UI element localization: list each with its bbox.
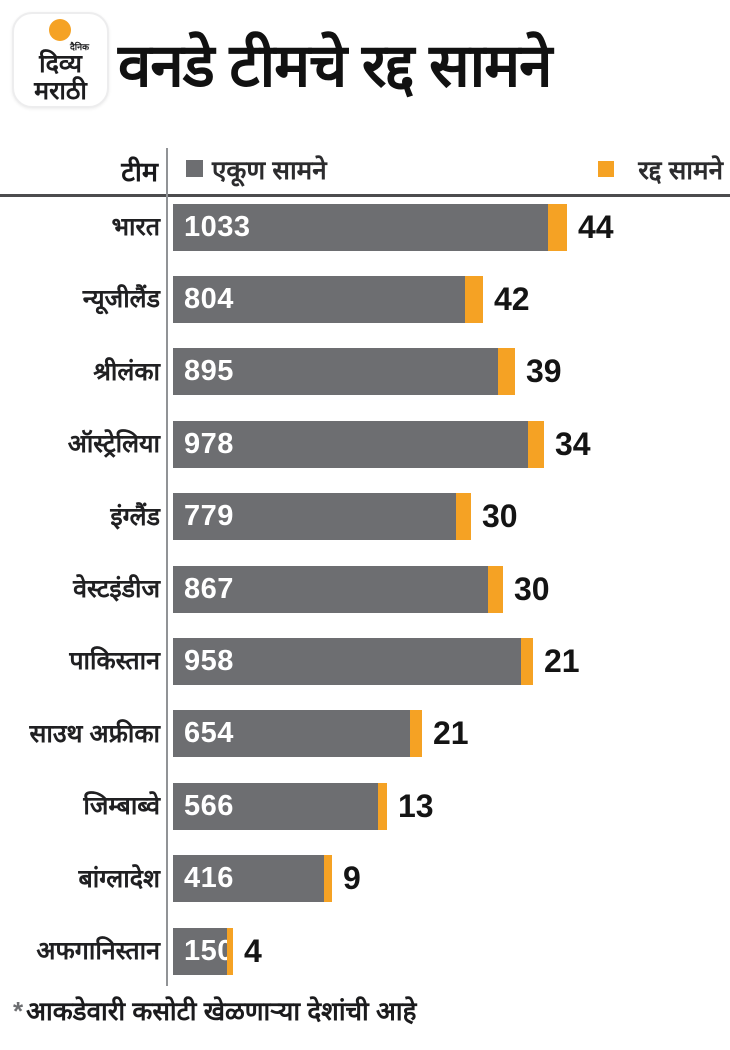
logo-tagline: दैनिक [69,42,89,52]
bar-group: 1033 [173,203,567,251]
team-label: अफगानिस्तान [36,936,160,965]
chart-row: बांग्लादेश 416 9 [0,843,730,915]
total-value: 1033 [184,210,251,243]
cancelled-bar [521,638,533,686]
chart-row: साउथ अफ्रीका 654 21 [0,698,730,770]
page-title: वनडे टीमचे रद्द सामने [118,32,552,99]
total-value: 416 [184,862,234,895]
team-label: भारत [111,213,160,242]
cancelled-value: 30 [514,570,550,607]
cancelled-value: 21 [544,643,580,680]
cancelled-value: 21 [433,715,469,752]
team-label: जिम्बाब्वे [83,792,160,821]
brand-logo: दैनिक दिव्य मराठी [12,12,109,108]
bar-group: 867 [173,565,503,613]
chart-row: न्यूजीलैंड 804 42 [0,263,730,335]
logo-sun-icon [49,19,71,41]
cancelled-bar [488,565,503,613]
total-value: 867 [184,572,234,605]
bar-group: 895 [173,348,515,396]
cancelled-value: 39 [526,353,562,390]
total-value: 804 [184,283,234,316]
total-bar: 1033 [173,203,548,251]
team-label: वेस्टइंडीज [73,575,160,604]
total-bar: 867 [173,565,488,613]
total-bar: 958 [173,638,521,686]
chart-row: अफगानिस्तान 150 4 [0,915,730,987]
cancelled-value: 44 [578,208,614,245]
total-bar: 416 [173,855,324,903]
bar-group: 654 [173,710,422,758]
header-rule [0,194,730,197]
total-value: 779 [184,500,234,533]
chart-row: जिम्बाब्वे 566 13 [0,770,730,842]
cancelled-bar [324,855,332,903]
chart-row: ऑस्ट्रेलिया 978 34 [0,408,730,480]
total-value: 958 [184,645,234,678]
chart-row: वेस्टइंडीज 867 30 [0,553,730,625]
legend-label-cancelled: रद्द सामने [638,155,723,185]
cancelled-value: 30 [482,498,518,535]
cancelled-bar [498,348,515,396]
cancelled-bar [378,782,387,830]
bar-group: 978 [173,420,544,468]
total-bar: 978 [173,420,528,468]
bar-chart: भारत 1033 44 न्यूजीलैंड 804 42 श्रीलंका [0,191,730,987]
footnote: * आकडेवारी कसोटी खेळणाऱ्या देशांची आहे [13,992,416,1028]
team-label: श्रीलंका [93,357,160,386]
chart-row: पाकिस्तान 958 21 [0,625,730,697]
bar-group: 150 [173,927,233,975]
bar-group: 416 [173,855,332,903]
total-value: 895 [184,355,234,388]
team-label: इंग्लैंड [110,502,160,531]
footnote-text: आकडेवारी कसोटी खेळणाऱ्या देशांची आहे [26,996,417,1026]
cancelled-value: 42 [494,281,530,318]
total-bar: 804 [173,276,465,324]
total-bar: 895 [173,348,498,396]
team-label: ऑस्ट्रेलिया [67,430,160,459]
logo-wordmark-line2: मराठी [34,77,87,105]
legend-label-total: एकूण सामने [212,155,327,185]
legend-swatch-total [186,160,203,177]
cancelled-bar [465,276,483,324]
cancelled-bar [410,710,422,758]
team-label: साउथ अफ्रीका [29,719,160,748]
chart-row: इंग्लैंड 779 30 [0,481,730,553]
logo-wordmark-line1: दिव्य [39,50,82,78]
footnote-asterisk: * [13,996,24,1026]
total-value: 150 [184,934,234,967]
chart-row: श्रीलंका 895 39 [0,336,730,408]
total-bar: 779 [173,493,456,541]
bar-group: 779 [173,493,471,541]
total-value: 978 [184,427,234,460]
cancelled-bar [548,203,567,251]
bar-group: 958 [173,638,533,686]
column-divider [166,148,168,986]
team-label: पाकिस्तान [69,647,160,676]
cancelled-bar [528,420,544,468]
total-value: 654 [184,717,234,750]
total-value: 566 [184,789,234,822]
cancelled-value: 4 [244,932,262,969]
cancelled-value: 34 [555,425,591,462]
cancelled-value: 9 [343,860,361,897]
total-bar: 566 [173,782,378,830]
total-bar: 150 [173,927,233,975]
bar-group: 566 [173,782,387,830]
legend-swatch-cancelled [598,161,614,177]
total-bar: 654 [173,710,410,758]
cancelled-bar [227,927,233,975]
chart-row: भारत 1033 44 [0,191,730,263]
bar-group: 804 [173,276,483,324]
team-label: बांग्लादेश [78,864,160,893]
column-header-team: टीम [121,157,158,187]
team-label: न्यूजीलैंड [82,285,160,314]
cancelled-value: 13 [398,787,434,824]
cancelled-bar [456,493,471,541]
